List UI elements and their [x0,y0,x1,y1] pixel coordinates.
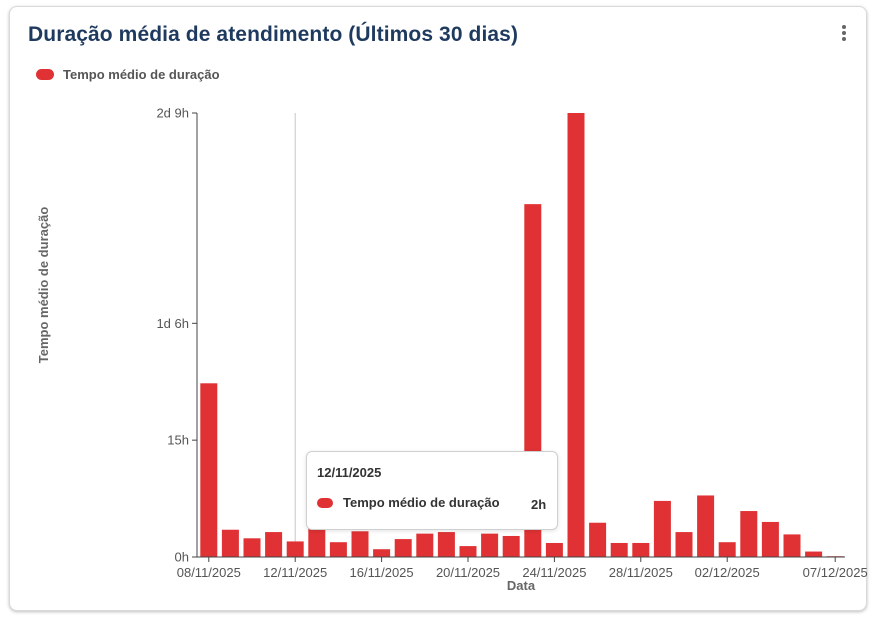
y-tick-label: 15h [167,433,189,448]
x-tick-label: 20/11/2025 [436,565,500,580]
bar-27/11/2025[interactable] [610,542,628,557]
x-tick-label: 28/11/2025 [609,565,673,580]
bar-20/11/2025[interactable] [459,546,477,557]
tooltip-date: 12/11/2025 [317,465,382,480]
bar-17/11/2025[interactable] [394,539,412,557]
bar-08/11/2025[interactable] [200,383,218,557]
bar-13/11/2025[interactable] [308,526,326,557]
bar-19/11/2025[interactable] [437,532,455,557]
bar-02/12/2025[interactable] [718,542,736,557]
card-title: Duração média de atendimento (Últimos 30… [28,23,519,46]
bar-24/11/2025[interactable] [545,542,563,557]
legend-swatch[interactable] [36,69,54,80]
x-tick-label: 16/11/2025 [350,565,414,580]
bar-12/11/2025[interactable] [286,541,304,557]
bar-29/11/2025[interactable] [653,500,671,557]
bar-30/11/2025[interactable] [675,532,693,557]
bar-16/11/2025[interactable] [373,549,391,557]
legend-label[interactable]: Tempo médio de duração [63,67,220,82]
x-axis-title: Data [507,578,536,593]
bar-26/11/2025[interactable] [589,522,607,557]
bar-22/11/2025[interactable] [502,535,520,557]
x-tick-label: 24/11/2025 [522,565,586,580]
x-tick-label: 08/11/2025 [177,565,241,580]
bar-14/11/2025[interactable] [329,542,347,557]
x-tick-label: 12/11/2025 [263,565,327,580]
bar-21/11/2025[interactable] [481,533,499,557]
x-tick-label: 07/12/2025 [803,565,868,580]
chart-tooltip: 12/11/2025 Tempo médio de duração 2h [306,451,558,530]
bar-01/12/2025[interactable] [697,495,715,557]
tooltip-series-label: Tempo médio de duração [343,495,500,510]
bar-03/12/2025[interactable] [740,511,758,557]
y-tick-label: 0h [175,550,189,565]
bar-18/11/2025[interactable] [416,533,434,557]
bar-25/11/2025[interactable] [567,113,585,557]
y-tick-label: 2d 9h [156,106,189,121]
y-tick-label: 1d 6h [156,316,189,331]
bar-15/11/2025[interactable] [351,531,369,557]
vertical-ellipsis-icon[interactable] [836,25,852,49]
bar-11/11/2025[interactable] [265,532,283,557]
bar-06/12/2025[interactable] [805,551,823,557]
bar-04/12/2025[interactable] [761,521,779,557]
bar-28/11/2025[interactable] [632,542,650,557]
tooltip-value: 2h [531,497,547,512]
bar-05/12/2025[interactable] [783,534,801,557]
y-axis-title: Tempo médio de duração [36,207,51,364]
tooltip-swatch [317,498,333,508]
bar-09/11/2025[interactable] [221,529,239,557]
bar-10/11/2025[interactable] [243,538,261,557]
x-tick-label: 02/12/2025 [695,565,760,580]
